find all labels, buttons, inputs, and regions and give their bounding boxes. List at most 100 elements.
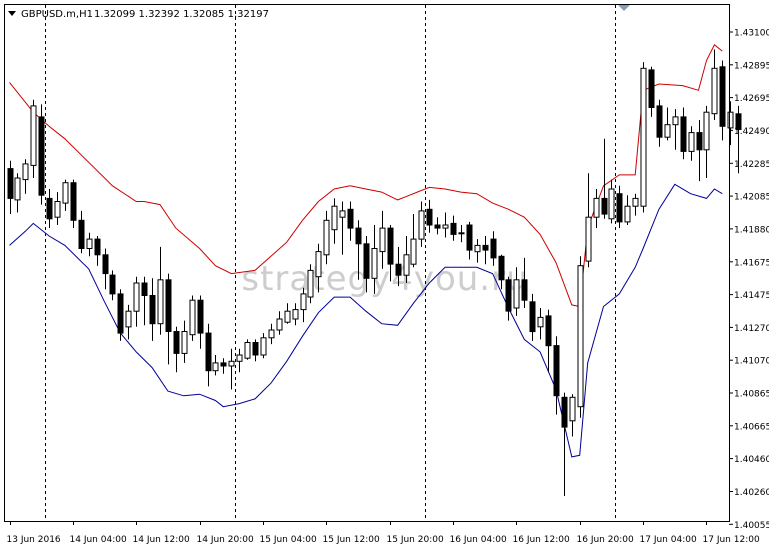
candle	[292, 303, 299, 326]
candle-body-bull	[371, 248, 378, 279]
candle-body-bear	[529, 301, 536, 333]
candle	[608, 179, 615, 224]
candle-body-bull	[537, 316, 544, 328]
candle	[624, 195, 631, 225]
candle-body-bull	[379, 227, 386, 253]
candle	[513, 267, 520, 316]
time-tick-label: 16 Jun 04:00	[450, 535, 507, 545]
candle-body-bear	[545, 315, 552, 347]
candle	[268, 323, 275, 345]
candle	[102, 248, 109, 290]
candle	[86, 232, 93, 257]
candle-body-bear	[656, 105, 663, 138]
price-tick-label: 1.41475	[734, 291, 769, 301]
candle-body-bull	[458, 232, 465, 235]
price-tick-label: 1.41070	[734, 357, 769, 367]
price-tick-label: 1.41880	[734, 225, 769, 235]
candle	[205, 323, 212, 387]
candle-body-bull	[608, 188, 615, 220]
time-tick-label: 13 Jun 2016	[7, 535, 61, 545]
candle	[363, 236, 370, 293]
time-tick-label: 15 Jun 04:00	[260, 535, 317, 545]
time-axis: 13 Jun 2016 14 Jun 04:00 14 Jun 12:00 14 Ju…	[7, 521, 760, 545]
chart-shift-marker-icon[interactable]	[618, 5, 630, 11]
candle	[521, 257, 528, 308]
candle-body-bull	[30, 105, 37, 166]
price-tick-label: 1.41270	[734, 324, 769, 334]
candle	[157, 246, 164, 335]
candle-body-bear	[395, 263, 402, 276]
candle-body-bull	[323, 219, 330, 256]
candle-body-bear	[450, 222, 457, 235]
candle-body-bear	[505, 279, 512, 312]
candle	[7, 160, 14, 214]
candle-body-bear	[102, 254, 109, 275]
candle-body-bear	[648, 69, 655, 108]
candle-body-bear	[347, 208, 354, 229]
candle	[696, 120, 703, 182]
candle-body-bull	[585, 216, 592, 262]
candle-body-bull	[300, 293, 307, 311]
candle-body-bull	[54, 201, 61, 218]
candle	[553, 336, 560, 415]
time-tick-label: 17 Jun 12:00	[703, 535, 760, 545]
candle	[703, 105, 710, 178]
candle	[220, 358, 227, 374]
candle-body-bull	[284, 310, 291, 323]
candle	[648, 66, 655, 117]
candle	[212, 355, 219, 376]
candle	[315, 243, 322, 293]
candle	[426, 199, 433, 233]
time-tick-label: 17 Jun 04:00	[640, 535, 697, 545]
price-axis: 1.43100 1.42895 1.42695 1.42490 1.42285 1.420…	[729, 29, 769, 531]
candle	[165, 273, 172, 365]
candle	[117, 289, 124, 341]
candle	[236, 348, 243, 373]
candle	[149, 278, 156, 341]
candle-body-bear	[220, 362, 227, 367]
candle-body-bull	[268, 329, 275, 339]
candle	[585, 173, 592, 268]
candle	[260, 333, 267, 359]
header-triangle-icon	[8, 11, 16, 16]
candle-body-bull	[339, 210, 346, 218]
candle-body-bear	[141, 282, 148, 296]
time-tick-label: 15 Jun 20:00	[387, 535, 444, 545]
upper-band-line	[9, 44, 723, 308]
candle-body-bear	[735, 113, 742, 131]
candle-body-bull	[474, 244, 481, 253]
candle-body-bull	[624, 205, 631, 223]
candles-layer	[7, 49, 742, 496]
candle-body-bull	[410, 238, 417, 265]
candle	[601, 138, 608, 219]
candle	[307, 264, 314, 304]
candle	[30, 99, 37, 178]
plot-frame	[4, 4, 730, 522]
candle-body-bull	[664, 124, 671, 138]
candle-body-bear	[197, 299, 204, 334]
candle	[711, 49, 718, 120]
candle	[537, 308, 544, 340]
candle-body-bull	[22, 163, 29, 181]
candle	[505, 276, 512, 321]
candle-body-bull	[331, 205, 338, 231]
candle-body-bear	[46, 197, 53, 220]
candle-body-bull	[632, 197, 639, 207]
price-tick-label: 1.42085	[734, 193, 769, 203]
candle	[347, 201, 354, 241]
candle-body-bear	[173, 331, 180, 354]
day-separator-grid	[45, 5, 616, 521]
candle	[62, 179, 69, 211]
price-tick-label: 1.43100	[734, 29, 769, 39]
candle	[244, 339, 251, 360]
candle-body-bull	[125, 310, 132, 328]
price-tick-label: 1.40665	[734, 422, 769, 432]
bands-layer	[9, 44, 723, 458]
price-tick-label: 1.42490	[734, 127, 769, 137]
candle-body-bull	[189, 299, 196, 336]
candle-body-bear	[7, 168, 14, 199]
candle	[387, 225, 394, 282]
chart-header: GBPUSD.m,H1 1.32099 1.32392 1.32085 1.32…	[8, 9, 269, 20]
candle	[70, 179, 77, 229]
